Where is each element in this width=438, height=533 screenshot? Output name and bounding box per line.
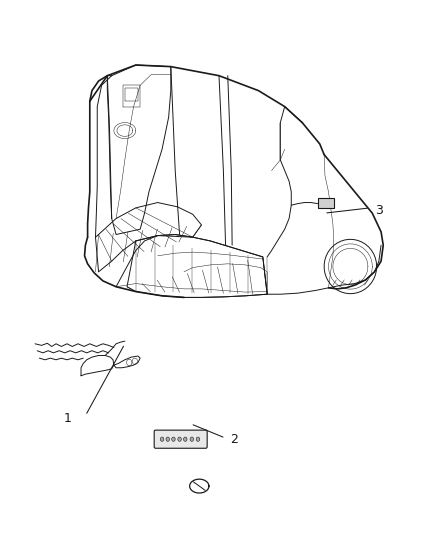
Text: 3: 3	[375, 204, 383, 217]
Bar	[318, 198, 334, 208]
Circle shape	[190, 437, 194, 441]
Circle shape	[166, 437, 170, 441]
Circle shape	[160, 437, 164, 441]
Circle shape	[184, 437, 187, 441]
Circle shape	[196, 437, 200, 441]
Circle shape	[172, 437, 175, 441]
Text: 2: 2	[230, 433, 238, 446]
Text: 1: 1	[64, 412, 72, 425]
FancyBboxPatch shape	[154, 430, 207, 448]
Circle shape	[178, 437, 181, 441]
